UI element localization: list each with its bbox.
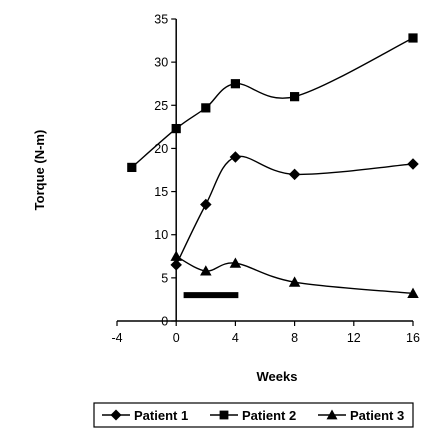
- series-line: [175, 255, 414, 295]
- axes: [117, 19, 413, 322]
- series-1: [170, 151, 419, 271]
- data-point: [230, 79, 240, 89]
- data-point: [288, 168, 301, 181]
- data-point: [170, 250, 182, 261]
- data-point: [407, 158, 419, 170]
- data-point: [201, 103, 211, 113]
- legend-label: Patient 2: [242, 408, 296, 423]
- y-tick-label: 30: [154, 56, 168, 70]
- data-point: [288, 276, 301, 287]
- legend: Patient 1 Patient 2 Patient 3: [93, 402, 414, 428]
- series-group: [127, 33, 419, 298]
- data-point: [200, 265, 212, 276]
- x-axis-title: Weeks: [257, 369, 298, 384]
- legend-marker: [326, 409, 338, 420]
- y-axis-title: Torque (N-m): [32, 130, 47, 211]
- legend-item-2: Patient 2: [210, 408, 296, 423]
- legend-label: Patient 3: [350, 408, 404, 423]
- x-tick-label: 12: [347, 331, 361, 345]
- series-3: [170, 250, 419, 298]
- ticks: 0 5 10 15 20 25 30 35 -4 0 4 8 12 16: [111, 13, 420, 346]
- y-tick-label: 35: [154, 13, 168, 27]
- legend-box: [93, 402, 414, 428]
- x-tick-label: 4: [232, 331, 239, 345]
- data-point: [127, 162, 137, 173]
- y-tick-label: 15: [154, 185, 168, 199]
- y-tick-label: 5: [161, 271, 168, 285]
- x-tick-label: 8: [291, 331, 298, 345]
- data-point: [170, 259, 182, 271]
- data-point: [407, 287, 419, 298]
- x-tick-label: -4: [111, 331, 122, 345]
- data-point: [171, 123, 181, 134]
- y-tick-label: 25: [154, 99, 168, 113]
- data-point: [200, 198, 212, 211]
- legend-label: Patient 1: [134, 408, 188, 423]
- data-point: [229, 151, 242, 163]
- legend-item-3: Patient 3: [318, 408, 404, 423]
- y-tick-label: 10: [154, 228, 168, 242]
- data-point: [290, 92, 300, 102]
- legend-marker: [219, 410, 229, 420]
- x-tick-label: 16: [406, 331, 420, 345]
- legend-item-1: Patient 1: [102, 408, 188, 423]
- data-point: [408, 33, 418, 43]
- legend-marker: [110, 409, 122, 421]
- y-tick-label: 0: [161, 315, 168, 329]
- y-tick-label: 20: [154, 142, 168, 156]
- x-tick-label: 0: [173, 331, 180, 345]
- data-point: [229, 257, 242, 268]
- series-2: [127, 33, 418, 173]
